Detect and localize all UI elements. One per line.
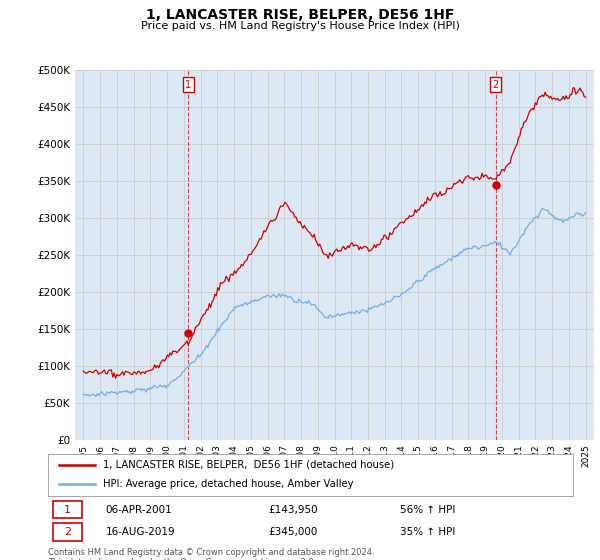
Text: 1: 1 (64, 505, 71, 515)
Text: Contains HM Land Registry data © Crown copyright and database right 2024.
This d: Contains HM Land Registry data © Crown c… (48, 548, 374, 560)
Bar (53, 501, 82, 518)
Text: 1, LANCASTER RISE, BELPER, DE56 1HF: 1, LANCASTER RISE, BELPER, DE56 1HF (146, 8, 454, 22)
Text: 1: 1 (185, 80, 191, 90)
Text: £143,950: £143,950 (269, 505, 318, 515)
Text: 06-APR-2001: 06-APR-2001 (106, 505, 173, 515)
Text: 1, LANCASTER RISE, BELPER,  DE56 1HF (detached house): 1, LANCASTER RISE, BELPER, DE56 1HF (det… (103, 460, 394, 470)
Text: 2: 2 (493, 80, 499, 90)
Bar (53, 524, 82, 540)
Text: 16-AUG-2019: 16-AUG-2019 (106, 527, 175, 537)
Text: HPI: Average price, detached house, Amber Valley: HPI: Average price, detached house, Ambe… (103, 479, 353, 489)
Text: 2: 2 (64, 527, 71, 537)
Text: 56% ↑ HPI: 56% ↑ HPI (400, 505, 455, 515)
Text: Price paid vs. HM Land Registry's House Price Index (HPI): Price paid vs. HM Land Registry's House … (140, 21, 460, 31)
Text: £345,000: £345,000 (269, 527, 318, 537)
Text: 35% ↑ HPI: 35% ↑ HPI (400, 527, 455, 537)
